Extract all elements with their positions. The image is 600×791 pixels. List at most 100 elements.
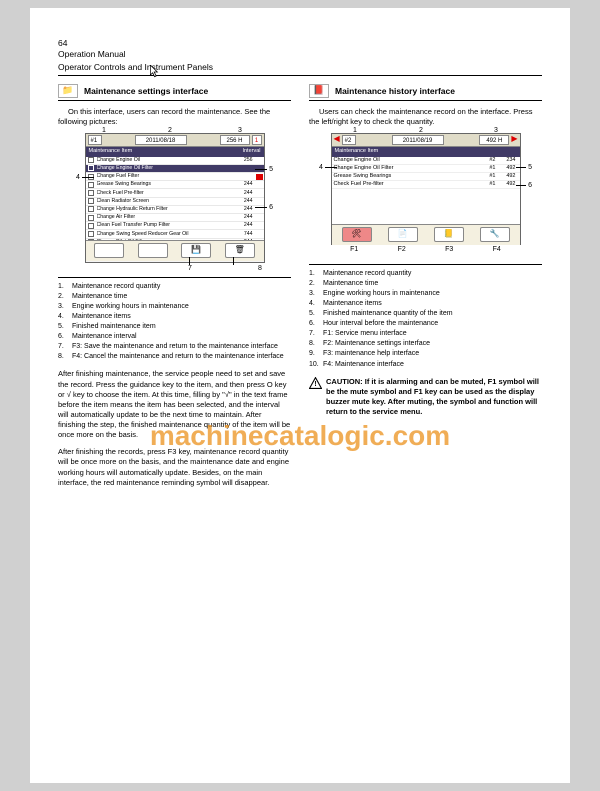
- legend-item: 6.Maintenance interval: [58, 332, 291, 341]
- screenshot-figure-left: 1 2 3 #1 2011/08/18 256 H 1: [58, 133, 291, 263]
- date-cell: 2011/08/18: [135, 135, 187, 145]
- body-paragraph-2: After finishing the records, press F3 ke…: [58, 447, 291, 488]
- legend-item: 6.Hour interval before the maintenance: [309, 319, 542, 328]
- callout-r6: 6: [528, 181, 532, 190]
- legend-divider-r: [309, 264, 542, 265]
- callout-r5: 5: [528, 163, 532, 172]
- legend-item: 8.F2: Maintenance settings interface: [309, 339, 542, 348]
- hist-column-header: Maintenance Item: [332, 147, 520, 157]
- caution-block: ! CAUTION: If it is alarming and can be …: [309, 377, 542, 418]
- left-column: 📁 Maintenance settings interface On this…: [58, 84, 291, 495]
- callout-8: 8: [258, 264, 262, 273]
- legend-left: 1.Maintenance record quantity2.Maintenan…: [58, 282, 291, 362]
- f3-help-button: 📒: [434, 227, 464, 242]
- f2-settings-button: 📄: [388, 227, 418, 242]
- hist-header: ◀ #2 2011/08/19 492 H ▶: [332, 134, 520, 147]
- fkey-f4: F4: [473, 245, 521, 254]
- col-label-item-r: Maintenance Item: [335, 148, 379, 155]
- screenshot-footer: 💾 🗑: [86, 241, 264, 261]
- legend-divider: [58, 277, 291, 278]
- list-item: Clean Radiator Screen244: [86, 198, 264, 206]
- left-arrow-icon: ◀: [334, 134, 340, 144]
- callout-r4: 4: [319, 163, 323, 172]
- mouse-cursor-icon: [150, 65, 160, 79]
- legend-item: 3.Engine working hours in maintenance: [309, 289, 542, 298]
- list-item: Check Fuel Pre-filter#1492: [332, 181, 520, 189]
- f4-maint-button: 🔧: [480, 227, 510, 242]
- f4-cancel-button: 🗑: [225, 243, 255, 258]
- section-heading-left: 📁 Maintenance settings interface: [58, 84, 291, 101]
- list-item: Change Engine Oil Filter#1492: [332, 165, 520, 173]
- caution-text: CAUTION: If it is alarming and can be mu…: [326, 377, 542, 418]
- hours-cell-r: 492 H: [479, 135, 509, 145]
- section-title: Operator Controls and Instrument Panels: [58, 62, 542, 73]
- legend-item: 2.Maintenance time: [58, 292, 291, 301]
- record-num-cell: #1: [88, 135, 102, 145]
- manual-title: Operation Manual: [58, 49, 542, 60]
- callout-4: 4: [76, 173, 80, 182]
- screenshot-header: #1 2011/08/18 256 H 1: [86, 134, 264, 147]
- list-item: Change Engine Oil Filter: [86, 165, 264, 173]
- header-divider: [58, 75, 542, 76]
- intro-paragraph-left: On this interface, users can record the …: [58, 107, 291, 127]
- legend-item: 2.Maintenance time: [309, 279, 542, 288]
- legend-item: 4.Maintenance items: [309, 299, 542, 308]
- legend-item: 7.F3: Save the maintenance and return to…: [58, 342, 291, 351]
- list-item: Grease Swing Bearings#1492: [332, 173, 520, 181]
- f2-button: [138, 243, 168, 258]
- legend-item: 4.Maintenance items: [58, 312, 291, 321]
- fkey-f1: F1: [331, 245, 379, 254]
- document-page: 64 Operation Manual Operator Controls an…: [30, 8, 570, 783]
- callout-5: 5: [269, 165, 273, 174]
- body-paragraph-1: After finishing maintenance, the service…: [58, 369, 291, 440]
- warning-icon: !: [309, 377, 322, 389]
- legend-item: 9.F3: maintenance help interface: [309, 349, 542, 358]
- f1-service-button: 🛠: [342, 227, 372, 242]
- intro-paragraph-right: Users can check the maintenance record o…: [309, 107, 542, 127]
- fkey-labels: F1 F2 F3 F4: [331, 245, 521, 254]
- settings-screenshot: #1 2011/08/18 256 H 1 Maintenance Item I…: [85, 133, 265, 263]
- f1-button: [94, 243, 124, 258]
- screenshot-column-header: Maintenance Item Interval: [86, 147, 264, 157]
- two-column-layout: 📁 Maintenance settings interface On this…: [58, 84, 542, 495]
- list-item: Change Engine Oil256: [86, 157, 264, 165]
- hist-footer: 🛠 📄 📒 🔧: [332, 225, 520, 245]
- screenshot-figure-right: 1 2 3 ◀ #2 2011/08/19 492 H ▶: [309, 133, 542, 254]
- legend-item: 5.Finished maintenance quantity of the i…: [309, 309, 542, 318]
- history-icon: 📕: [309, 84, 329, 98]
- list-item: Check Fuel Pre-filter244: [86, 189, 264, 197]
- list-item: Change Swing Speed Reducer Gear Oil744: [86, 230, 264, 238]
- right-column: 📕 Maintenance history interface Users ca…: [309, 84, 542, 495]
- hours-cell: 256 H: [220, 135, 250, 145]
- fkey-f2: F2: [378, 245, 426, 254]
- heading-text-right: Maintenance history interface: [335, 86, 455, 97]
- legend-item: 5.Finished maintenance item: [58, 322, 291, 331]
- list-item: Change Fuel Filter: [86, 173, 264, 181]
- maintenance-items-list: Change Engine Oil256Change Engine Oil Fi…: [86, 157, 264, 241]
- list-item: Change Engine Oil#2234: [332, 157, 520, 165]
- section-heading-right: 📕 Maintenance history interface: [309, 84, 542, 101]
- list-item: Change Air Filter244: [86, 214, 264, 222]
- legend-item: 10.F4: Maintenance interface: [309, 360, 542, 369]
- record-num-cell-r: #2: [342, 135, 356, 145]
- legend-item: 7.F1: Service menu interface: [309, 329, 542, 338]
- list-item: Change Hydraulic Return Filter244: [86, 206, 264, 214]
- legend-item: 8.F4: Cancel the maintenance and return …: [58, 352, 291, 361]
- col-label-interval: Interval: [242, 148, 260, 155]
- date-cell-r: 2011/08/19: [392, 135, 444, 145]
- legend-item: 1.Maintenance record quantity: [58, 282, 291, 291]
- f3-save-button: 💾: [181, 243, 211, 258]
- legend-item: 3.Engine working hours in maintenance: [58, 302, 291, 311]
- fkey-f3: F3: [426, 245, 474, 254]
- list-item: Clean Fuel Transfer Pump Filter244: [86, 222, 264, 230]
- callout-7: 7: [188, 264, 192, 273]
- col-label-item: Maintenance Item: [89, 148, 133, 155]
- history-items-list: Change Engine Oil#2234Change Engine Oil …: [332, 157, 520, 225]
- heading-text: Maintenance settings interface: [84, 86, 208, 97]
- page-cell: 1: [252, 135, 262, 145]
- callout-6: 6: [269, 203, 273, 212]
- right-arrow-icon: ▶: [511, 134, 517, 144]
- page-number: 64: [58, 38, 542, 49]
- svg-text:!: !: [314, 381, 316, 388]
- legend-right: 1.Maintenance record quantity2.Maintenan…: [309, 269, 542, 369]
